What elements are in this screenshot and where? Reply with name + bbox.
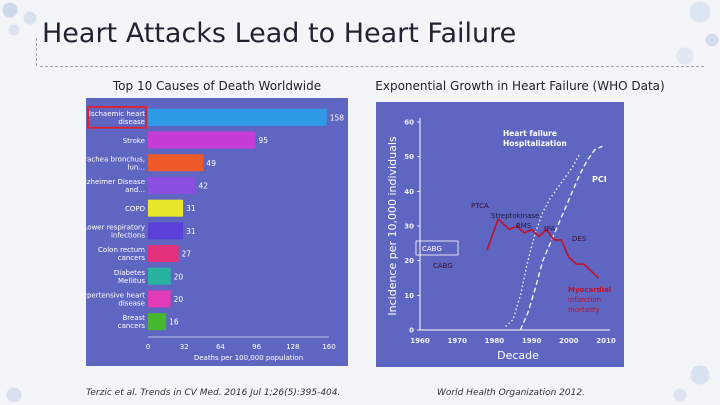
- x-tick-label: 96: [252, 343, 261, 351]
- y-tick-label: 10: [404, 292, 414, 300]
- y-axis-label: Incidence per 10,000 individuals: [386, 136, 399, 315]
- category-label: infections: [111, 231, 145, 239]
- category-label: disease: [118, 118, 145, 126]
- category-label: Alzheimer Disease: [86, 178, 145, 186]
- data-label: 42: [199, 181, 209, 190]
- y-tick-label: 30: [404, 223, 414, 231]
- bar: [148, 199, 184, 217]
- bar: [148, 313, 167, 331]
- series-label: PCI: [592, 175, 607, 184]
- series-label: mortality: [568, 306, 600, 314]
- annotation: PTCA: [471, 202, 489, 210]
- category-label: Stroke: [123, 137, 145, 145]
- annotation: CABG: [422, 245, 442, 253]
- data-label: 31: [186, 204, 196, 213]
- category-label: cancers: [118, 254, 146, 262]
- x-tick-label: 64: [216, 343, 225, 351]
- category-label: COPD: [125, 205, 145, 213]
- series-label: Myocardial: [568, 286, 611, 294]
- annotation: BMS: [516, 222, 532, 230]
- x-tick-label: 1960: [410, 337, 430, 345]
- y-tick-label: 60: [404, 119, 414, 127]
- data-label: 27: [182, 250, 192, 259]
- divider: [36, 38, 37, 66]
- x-tick-label: 2010: [596, 337, 616, 345]
- line-chart: 0 10 20 30 40 50 60 1960 1970 1980 1990 2000 2010 Dec…: [386, 118, 616, 362]
- category-label: and...: [125, 186, 145, 194]
- x-tick-label: 32: [180, 343, 189, 351]
- left-citation: Terzic et al. Trends in CV Med. 2016 Jul…: [86, 388, 341, 398]
- right-chart-subtitle: Exponential Growth in Heart Failure (WHO…: [375, 79, 665, 93]
- category-label: Mellitus: [118, 277, 145, 285]
- data-label: 95: [258, 136, 268, 145]
- category-label: Ischaemic heart: [89, 110, 145, 118]
- category-label: Colon rectum: [98, 246, 145, 254]
- y-tick-label: 50: [404, 153, 414, 161]
- x-tick-label: 160: [322, 343, 335, 351]
- corner-decoration: [630, 0, 720, 80]
- bar: [148, 176, 196, 194]
- series-label: Heart failure: [503, 129, 557, 138]
- highlight-box: [87, 106, 147, 129]
- bar: [148, 154, 204, 172]
- y-tick-label: 20: [404, 257, 414, 265]
- x-axis-label: Decade: [497, 349, 539, 362]
- corner-decoration: [0, 0, 60, 40]
- x-tick-label: 1980: [485, 337, 505, 345]
- bar: [148, 245, 179, 263]
- slide-title: Heart Attacks Lead to Heart Failure: [42, 18, 517, 49]
- corner-decoration: [640, 345, 720, 405]
- bar-chart-panel: Ischaemic heart disease 158 Stroke 95 Trachea…: [78, 98, 348, 366]
- x-axis-label: Deaths per 100,000 population: [194, 354, 303, 362]
- annotation-box: [415, 240, 459, 256]
- category-label: Hypertensive heart: [86, 291, 145, 299]
- bar: [148, 131, 256, 149]
- series-label: infarction: [568, 296, 601, 304]
- bar: [148, 108, 327, 126]
- bar: [148, 267, 171, 285]
- y-tick-label: 0: [409, 327, 414, 335]
- category-label: Breast: [122, 314, 145, 322]
- x-tick-label: 0: [146, 343, 150, 351]
- x-tick-label: 1970: [447, 337, 467, 345]
- data-label: 31: [186, 227, 196, 236]
- annotation: CABG: [433, 262, 453, 270]
- bar: [148, 290, 171, 308]
- category-label: Diabetes: [114, 269, 145, 277]
- x-tick-label: 1990: [522, 337, 542, 345]
- category-label: disease: [118, 299, 145, 307]
- right-citation: World Health Organization 2012.: [437, 388, 585, 398]
- left-chart-subtitle: Top 10 Causes of Death Worldwide: [112, 79, 322, 93]
- annotation: Streptokinase: [491, 212, 539, 220]
- annotation: tPA: [544, 225, 556, 233]
- category-label: lun...: [128, 163, 146, 171]
- annotation: DES: [572, 235, 587, 243]
- bar: [148, 222, 184, 240]
- data-label: 20: [174, 295, 184, 304]
- category-label: Lower respiratory: [86, 223, 145, 231]
- data-label: 158: [330, 113, 345, 122]
- line-chart-panel: 0 10 20 30 40 50 60 1960 1970 1980 1990 2000 2010 Dec…: [376, 102, 624, 367]
- divider: [40, 66, 704, 67]
- category-label: cancers: [118, 322, 146, 330]
- data-label: 49: [206, 159, 216, 168]
- series-line: [486, 217, 600, 279]
- category-label: Trachea bronchus,: [86, 155, 145, 163]
- data-label: 16: [169, 318, 179, 327]
- y-tick-label: 40: [404, 188, 414, 196]
- x-tick-label: 128: [286, 343, 299, 351]
- corner-decoration: [0, 375, 60, 405]
- series-line: [519, 145, 603, 331]
- x-tick-label: 2000: [559, 337, 579, 345]
- data-label: 20: [174, 272, 184, 281]
- series-label: Hospitalization: [503, 139, 567, 148]
